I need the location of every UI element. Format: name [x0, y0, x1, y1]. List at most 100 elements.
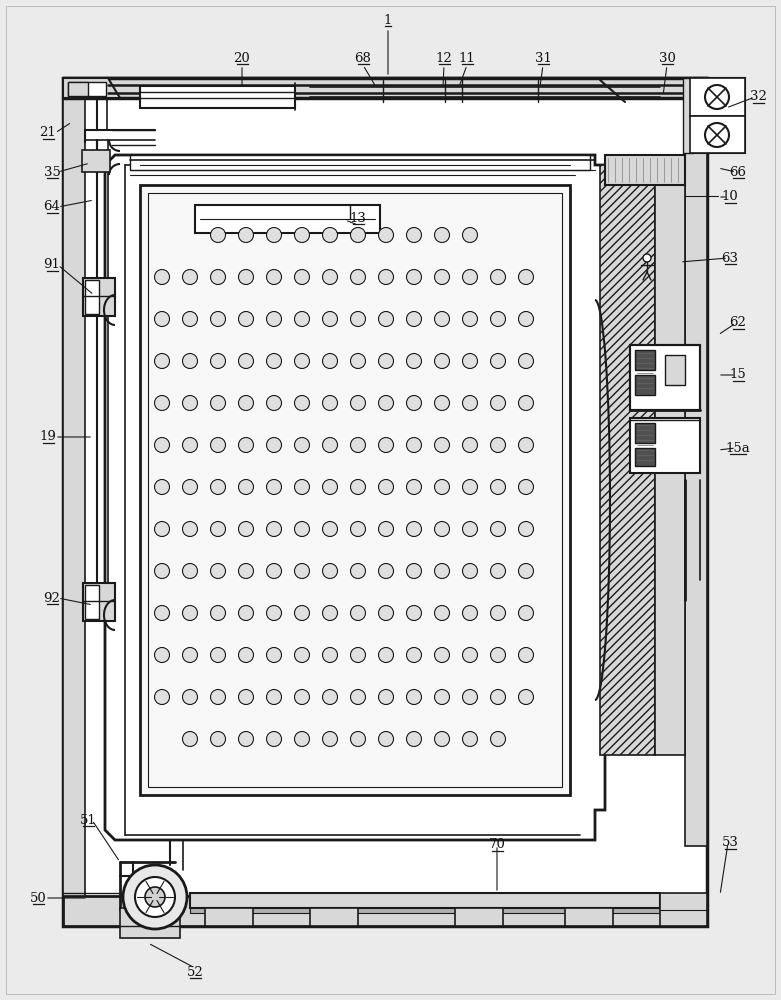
Circle shape: [462, 269, 477, 284]
Bar: [63, 98, 85, 896]
Circle shape: [266, 312, 281, 326]
Text: 64: 64: [44, 200, 60, 214]
Circle shape: [434, 354, 450, 368]
Text: 15a: 15a: [726, 442, 751, 454]
Circle shape: [519, 354, 533, 368]
Circle shape: [351, 354, 366, 368]
Circle shape: [145, 887, 165, 907]
Circle shape: [379, 732, 394, 746]
Text: 91: 91: [44, 258, 60, 271]
Bar: [195, 205, 380, 233]
Circle shape: [462, 648, 477, 662]
Circle shape: [519, 690, 533, 704]
Circle shape: [490, 648, 505, 662]
Text: 35: 35: [44, 165, 60, 178]
Circle shape: [238, 312, 254, 326]
Circle shape: [462, 480, 477, 494]
Circle shape: [294, 228, 309, 242]
Circle shape: [135, 877, 175, 917]
Circle shape: [351, 732, 366, 746]
Circle shape: [238, 648, 254, 662]
Circle shape: [519, 312, 533, 326]
Circle shape: [155, 648, 169, 662]
Circle shape: [294, 395, 309, 410]
Text: 70: 70: [489, 838, 505, 852]
Circle shape: [406, 648, 422, 662]
Circle shape: [351, 690, 366, 704]
Circle shape: [351, 564, 366, 578]
Circle shape: [519, 269, 533, 284]
Circle shape: [406, 438, 422, 452]
Circle shape: [462, 564, 477, 578]
Circle shape: [183, 480, 198, 494]
Circle shape: [155, 395, 169, 410]
Bar: [68, 82, 88, 96]
Circle shape: [294, 605, 309, 620]
Text: 66: 66: [729, 165, 747, 178]
Circle shape: [323, 690, 337, 704]
Circle shape: [462, 228, 477, 242]
Bar: [630, 345, 700, 410]
Circle shape: [294, 438, 309, 452]
Circle shape: [490, 312, 505, 326]
Circle shape: [351, 395, 366, 410]
Bar: [148, 193, 562, 787]
Circle shape: [379, 354, 394, 368]
Circle shape: [323, 480, 337, 494]
Circle shape: [434, 732, 450, 746]
Circle shape: [490, 564, 505, 578]
Circle shape: [705, 123, 729, 147]
Circle shape: [238, 732, 254, 746]
Text: 50: 50: [30, 892, 46, 904]
Text: 1: 1: [383, 13, 392, 26]
Bar: [190, 893, 660, 908]
Circle shape: [183, 522, 198, 536]
Circle shape: [379, 648, 394, 662]
Circle shape: [183, 564, 198, 578]
Circle shape: [155, 312, 169, 326]
Bar: [63, 896, 707, 926]
Bar: [630, 418, 700, 473]
Circle shape: [211, 564, 226, 578]
Circle shape: [406, 395, 422, 410]
Circle shape: [294, 648, 309, 662]
Circle shape: [323, 395, 337, 410]
Circle shape: [211, 354, 226, 368]
Circle shape: [294, 690, 309, 704]
Circle shape: [183, 605, 198, 620]
Text: 19: 19: [40, 430, 56, 444]
Text: 68: 68: [355, 51, 372, 64]
Circle shape: [434, 648, 450, 662]
Circle shape: [490, 269, 505, 284]
Circle shape: [183, 354, 198, 368]
Circle shape: [519, 395, 533, 410]
Circle shape: [379, 312, 394, 326]
Bar: [83, 278, 115, 316]
Circle shape: [490, 690, 505, 704]
Circle shape: [266, 480, 281, 494]
Circle shape: [462, 522, 477, 536]
Text: 15: 15: [729, 368, 747, 381]
Circle shape: [351, 312, 366, 326]
Text: 52: 52: [187, 966, 203, 978]
Circle shape: [238, 480, 254, 494]
Circle shape: [183, 732, 198, 746]
Bar: [665, 355, 685, 385]
Circle shape: [211, 312, 226, 326]
Circle shape: [462, 354, 477, 368]
Circle shape: [155, 480, 169, 494]
Circle shape: [462, 690, 477, 704]
Circle shape: [266, 354, 281, 368]
Bar: [690, 116, 745, 153]
Text: 63: 63: [722, 251, 739, 264]
Bar: [85, 585, 99, 619]
Text: 11: 11: [458, 51, 476, 64]
Circle shape: [211, 648, 226, 662]
Bar: [63, 78, 707, 98]
Bar: [83, 583, 115, 621]
Circle shape: [406, 522, 422, 536]
Circle shape: [462, 438, 477, 452]
Circle shape: [155, 564, 169, 578]
Circle shape: [379, 605, 394, 620]
Bar: [690, 78, 745, 153]
